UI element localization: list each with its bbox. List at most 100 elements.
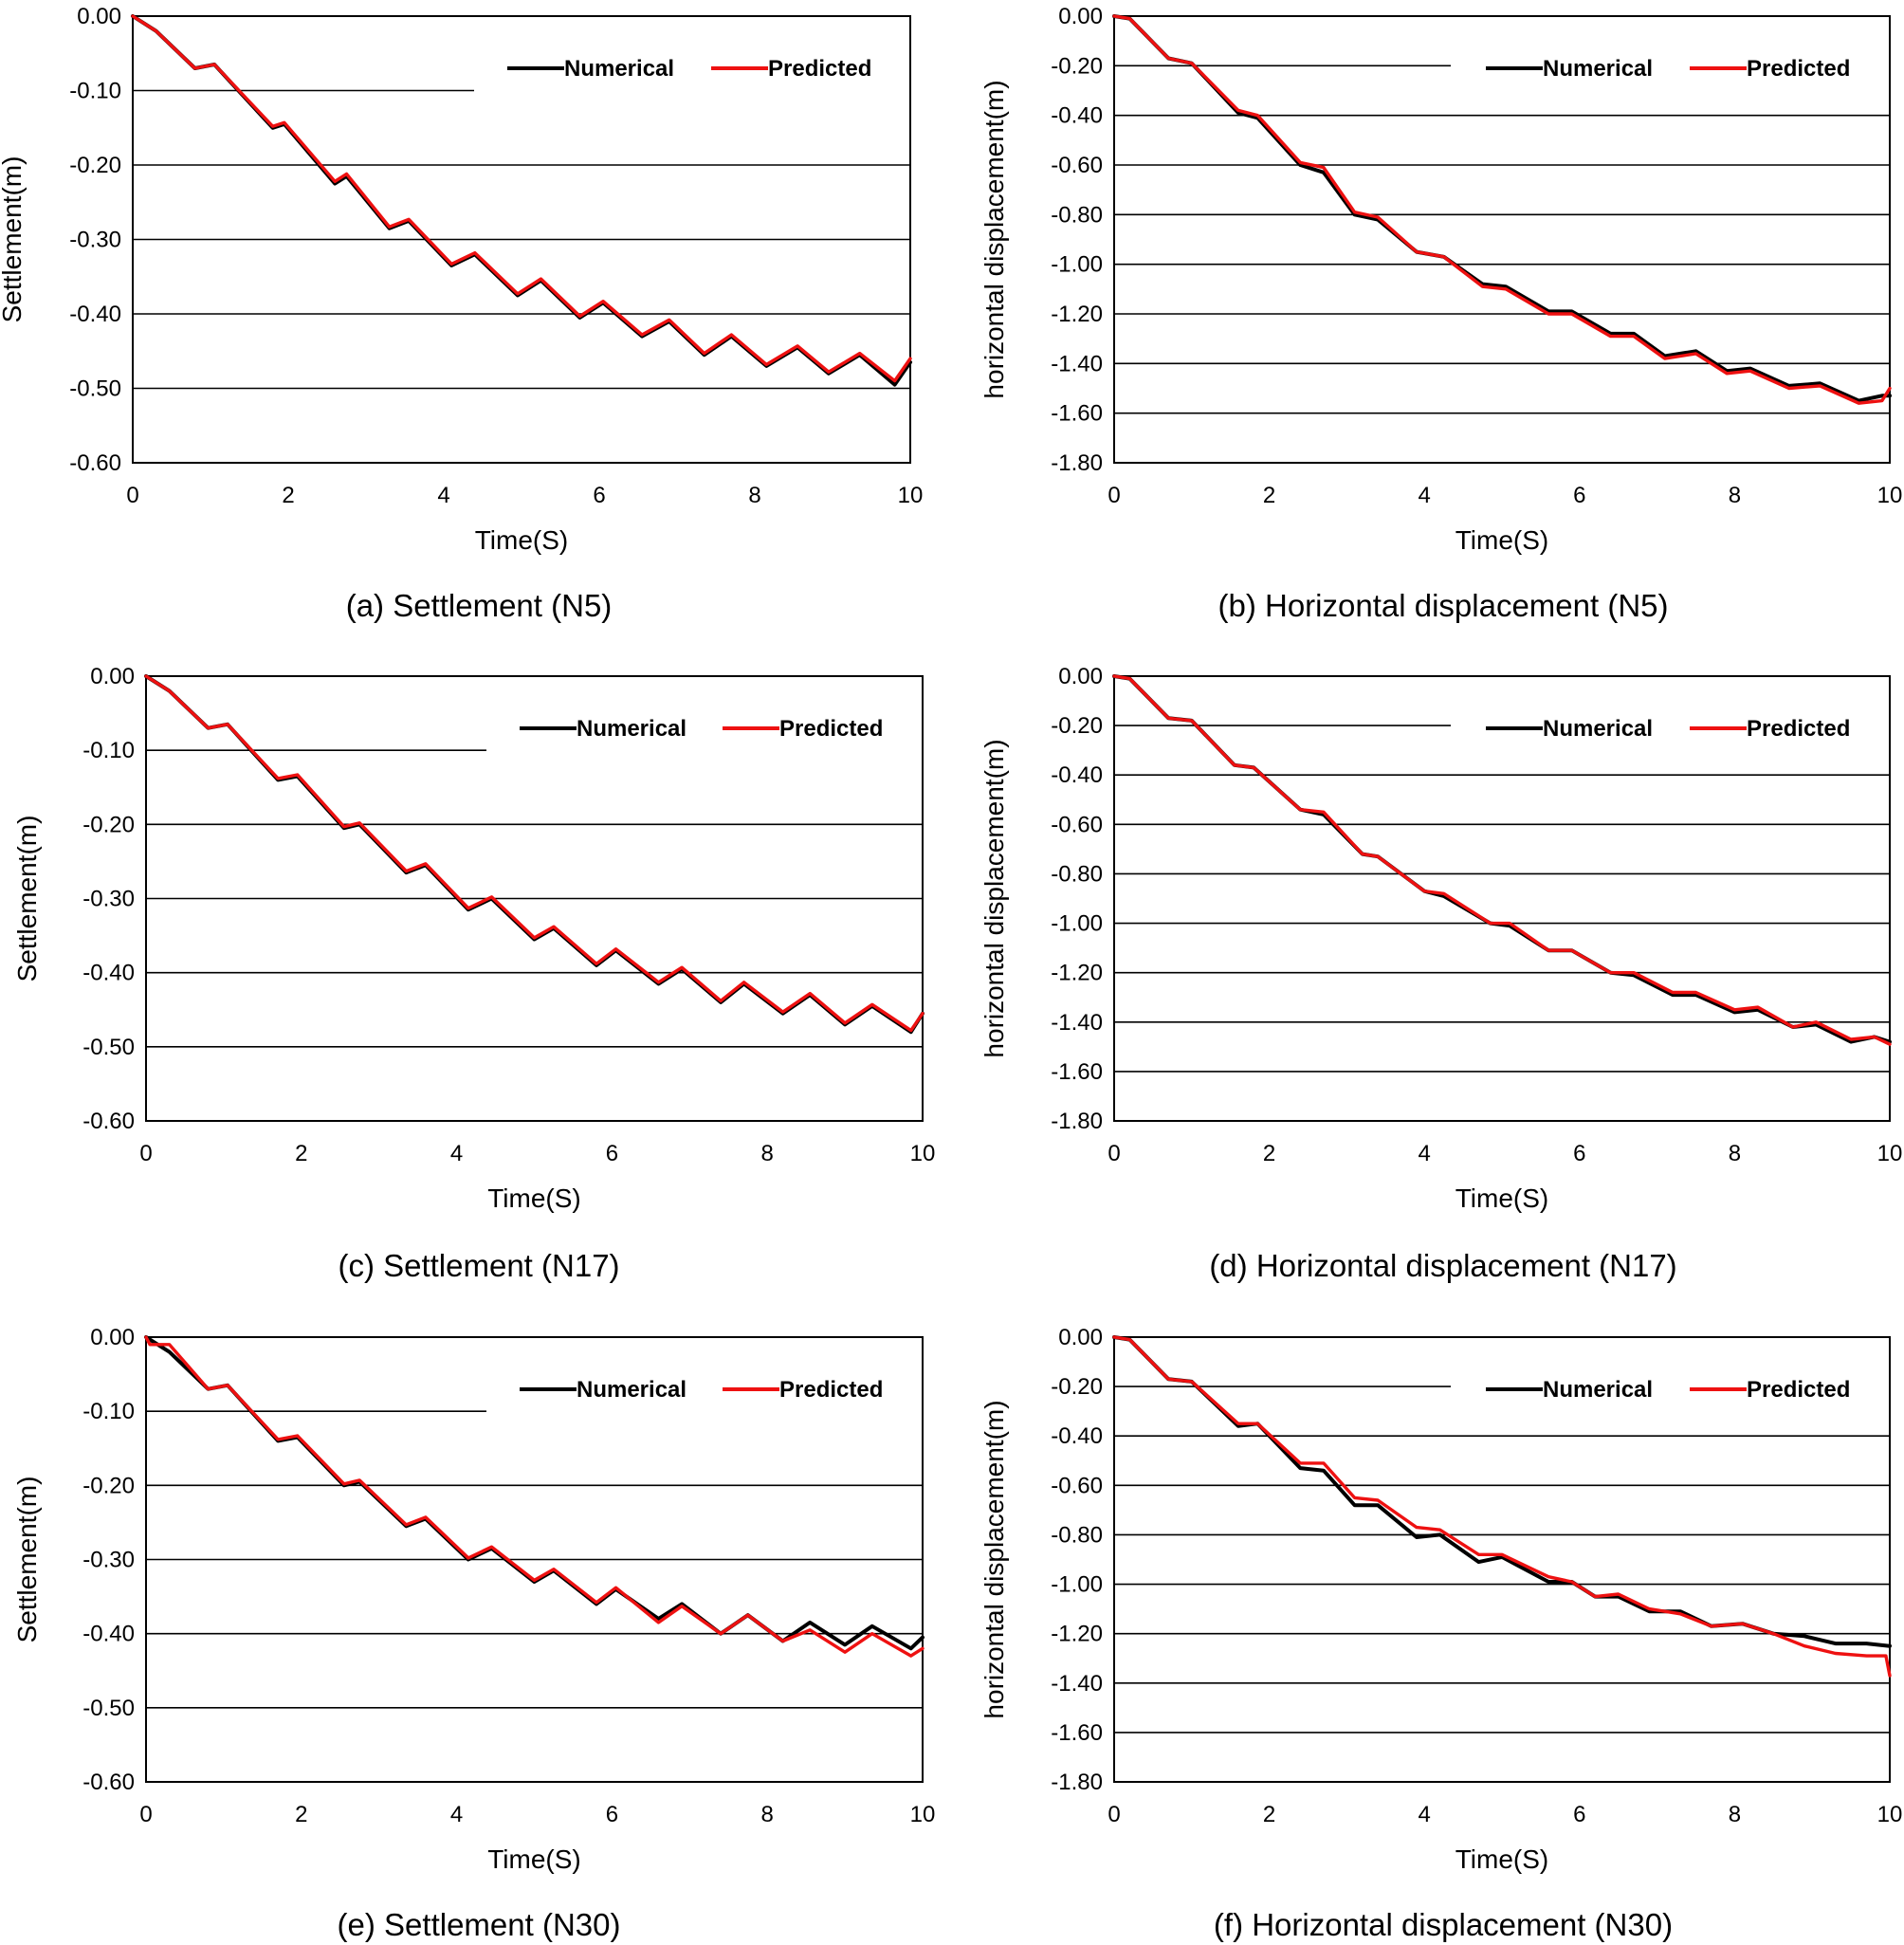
y-tick-label: -0.20 — [69, 153, 121, 178]
legend-label-predicted: Predicted — [779, 716, 883, 742]
x-tick-label: 6 — [606, 1802, 618, 1827]
y-tick-label: -0.20 — [1051, 713, 1103, 739]
y-tick-label: -0.80 — [1051, 202, 1103, 228]
y-tick-label: -1.20 — [1051, 1622, 1103, 1647]
x-tick-label: 6 — [1573, 1802, 1585, 1827]
y-tick-label: -1.60 — [1051, 401, 1103, 427]
y-tick-label: -0.40 — [1051, 1423, 1103, 1449]
x-tick-label: 2 — [1263, 1802, 1275, 1827]
x-tick-label: 8 — [1729, 1141, 1741, 1166]
y-tick-label: -0.50 — [82, 1035, 135, 1060]
y-axis-title: horizontal displacement(m) — [979, 80, 1009, 398]
chart-panel-0: 0.00 -0.10 -0.20 -0.30 -0.40 -0.50 -0.600 2 4 6 8 1… — [0, 4, 923, 623]
y-tick-label: -0.50 — [69, 376, 121, 402]
series-line-predicted — [144, 1335, 925, 1658]
x-tick-label: 8 — [748, 483, 760, 508]
x-tick-label: 8 — [1729, 483, 1741, 508]
legend-label-predicted: Predicted — [779, 1377, 883, 1403]
y-tick-label: -0.60 — [82, 1109, 135, 1134]
legend-label-numerical: Numerical — [577, 716, 687, 742]
x-axis-title: Time(S) — [1455, 1184, 1549, 1213]
y-tick-label: -1.80 — [1051, 1770, 1103, 1795]
y-tick-label: -1.00 — [1051, 911, 1103, 937]
legend-label-numerical: Numerical — [1543, 1377, 1653, 1403]
y-tick-label: -0.20 — [82, 1473, 135, 1498]
y-tick-label: -1.80 — [1051, 1109, 1103, 1134]
y-tick-label: -1.20 — [1051, 961, 1103, 986]
series-line-predicted — [1112, 674, 1892, 1046]
y-tick-label: -1.40 — [1051, 1671, 1103, 1697]
x-tick-label: 10 — [1877, 483, 1903, 508]
y-tick-label: -0.60 — [82, 1770, 135, 1795]
y-tick-label: 0.00 — [1058, 1325, 1103, 1350]
x-tick-label: 6 — [1573, 1141, 1585, 1166]
x-axis-title: Time(S) — [475, 525, 569, 555]
y-tick-label: 0.00 — [1058, 4, 1103, 29]
chart-panel-5: 0.00 -0.20 -0.40 -0.60 -0.80 -1.00 -1.20 -1.40 -… — [979, 1325, 1902, 1942]
y-axis-title: Settlement(m) — [12, 816, 42, 982]
x-tick-label: 6 — [1573, 483, 1585, 508]
legend-label-predicted: Predicted — [768, 56, 871, 82]
y-tick-label: -1.00 — [1051, 1572, 1103, 1598]
y-tick-label: -0.30 — [69, 228, 121, 253]
x-tick-label: 4 — [450, 1141, 463, 1166]
y-axis-title: Settlement(m) — [12, 1477, 42, 1643]
x-tick-label: 2 — [1263, 483, 1275, 508]
x-tick-label: 0 — [126, 483, 138, 508]
y-tick-label: -0.30 — [82, 887, 135, 912]
plot-frame — [1113, 675, 1891, 1122]
y-tick-label: -0.40 — [1051, 103, 1103, 129]
chart-panel-3: 0.00 -0.20 -0.40 -0.60 -0.80 -1.00 -1.20 -1.40 -… — [979, 664, 1902, 1283]
y-tick-label: -0.20 — [82, 812, 135, 837]
y-tick-label: -0.60 — [1051, 153, 1103, 178]
x-tick-label: 0 — [1108, 1802, 1120, 1827]
x-tick-label: 10 — [910, 1141, 936, 1166]
panel-caption: (c) Settlement (N17) — [338, 1248, 619, 1283]
x-axis-title: Time(S) — [1455, 525, 1549, 555]
plot-frame — [1113, 15, 1891, 464]
y-tick-label: -1.40 — [1051, 351, 1103, 376]
y-axis-title: horizontal displacement(m) — [979, 1400, 1009, 1718]
legend-label-numerical: Numerical — [1543, 716, 1653, 742]
x-tick-label: 6 — [606, 1141, 618, 1166]
panel-caption: (e) Settlement (N30) — [338, 1907, 621, 1942]
y-tick-label: 0.00 — [1058, 664, 1103, 689]
y-tick-label: -1.80 — [1051, 450, 1103, 476]
legend-label-numerical: Numerical — [577, 1377, 687, 1403]
y-tick-label: 0.00 — [77, 4, 121, 29]
x-tick-label: 4 — [1419, 1802, 1431, 1827]
x-tick-label: 0 — [139, 1802, 152, 1827]
x-tick-label: 2 — [295, 1141, 307, 1166]
x-axis-title: Time(S) — [1455, 1844, 1549, 1874]
y-tick-label: -0.60 — [69, 450, 121, 476]
x-tick-label: 10 — [898, 483, 924, 508]
x-tick-label: 0 — [139, 1141, 152, 1166]
x-tick-label: 0 — [1108, 483, 1120, 508]
x-tick-label: 4 — [450, 1802, 463, 1827]
y-tick-label: -0.40 — [69, 302, 121, 327]
legend-label-predicted: Predicted — [1747, 1377, 1850, 1403]
y-tick-label: -0.60 — [1051, 812, 1103, 837]
legend-label-predicted: Predicted — [1747, 56, 1850, 82]
x-axis-title: Time(S) — [487, 1184, 581, 1213]
y-tick-label: -0.40 — [82, 961, 135, 986]
x-tick-label: 4 — [1419, 1141, 1431, 1166]
y-tick-label: 0.00 — [90, 664, 135, 689]
y-tick-label: -0.50 — [82, 1696, 135, 1721]
x-tick-label: 10 — [910, 1802, 936, 1827]
y-axis-title: horizontal displacement(m) — [979, 739, 1009, 1057]
x-tick-label: 2 — [295, 1802, 307, 1827]
plot-frame — [1113, 1336, 1891, 1783]
y-tick-label: -0.20 — [1051, 1374, 1103, 1400]
y-tick-label: -0.60 — [1051, 1473, 1103, 1498]
chart-panel-2: 0.00 -0.10 -0.20 -0.30 -0.40 -0.50 -0.600 2 4 6 8 1… — [12, 664, 935, 1283]
panel-caption: (a) Settlement (N5) — [346, 588, 613, 623]
series-line-predicted — [1112, 1335, 1892, 1678]
series-line-numerical — [1112, 14, 1892, 403]
x-tick-label: 8 — [761, 1802, 774, 1827]
panel-caption: (b) Horizontal displacement (N5) — [1217, 588, 1668, 623]
y-tick-label: -0.10 — [69, 79, 121, 104]
x-tick-label: 8 — [1729, 1802, 1741, 1827]
y-tick-label: -0.20 — [1051, 53, 1103, 79]
